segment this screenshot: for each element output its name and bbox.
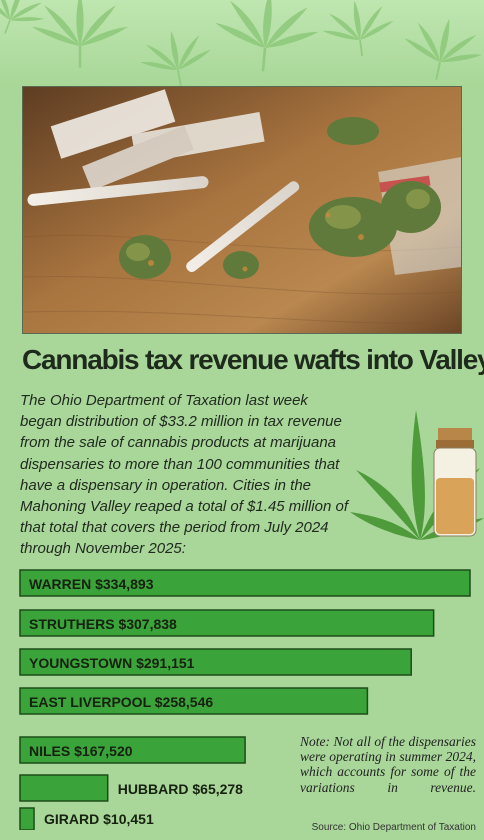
bar-struthers bbox=[19, 609, 435, 637]
leaf-and-jar-illustration bbox=[350, 400, 484, 555]
cannabis-leaf-icon bbox=[350, 410, 484, 540]
bar-label-niles: NILES $167,520 bbox=[29, 743, 133, 759]
bar-east-liverpool bbox=[19, 687, 369, 715]
revenue-bar-chart: WARREN $334,893 STRUTHERS $307,838 YOUNGST… bbox=[19, 569, 471, 830]
bar-youngstown bbox=[19, 648, 412, 676]
bar-label-warren: WARREN $334,893 bbox=[29, 576, 154, 592]
leaf-header-band bbox=[0, 0, 484, 86]
cannabis-photo-illustration bbox=[23, 87, 461, 333]
headline: Cannabis tax revenue wafts into Valley bbox=[22, 344, 484, 375]
intro-paragraph: The Ohio Department of Taxation last wee… bbox=[20, 392, 348, 558]
bar-girard bbox=[19, 807, 35, 830]
source-credit: Source: Ohio Department of Taxation bbox=[311, 822, 476, 833]
cannabis-photo bbox=[22, 86, 462, 334]
bar-niles bbox=[19, 736, 246, 764]
bar-label-girard: GIRARD $10,451 bbox=[44, 811, 154, 827]
bar-label-east-liverpool: EAST LIVERPOOL $258,546 bbox=[29, 694, 213, 710]
bar-hubbard bbox=[19, 774, 109, 802]
jar-icon bbox=[433, 428, 477, 537]
cannabis-leaves-icon bbox=[0, 0, 484, 86]
bar-label-hubbard: HUBBARD $65,278 bbox=[118, 781, 243, 797]
note-text: Note: Not all of the dispensaries were o… bbox=[300, 734, 476, 795]
bar-label-youngstown: YOUNGSTOWN $291,151 bbox=[29, 655, 195, 671]
bar-label-struthers: STRUTHERS $307,838 bbox=[29, 616, 177, 632]
bar-warren bbox=[19, 569, 471, 597]
